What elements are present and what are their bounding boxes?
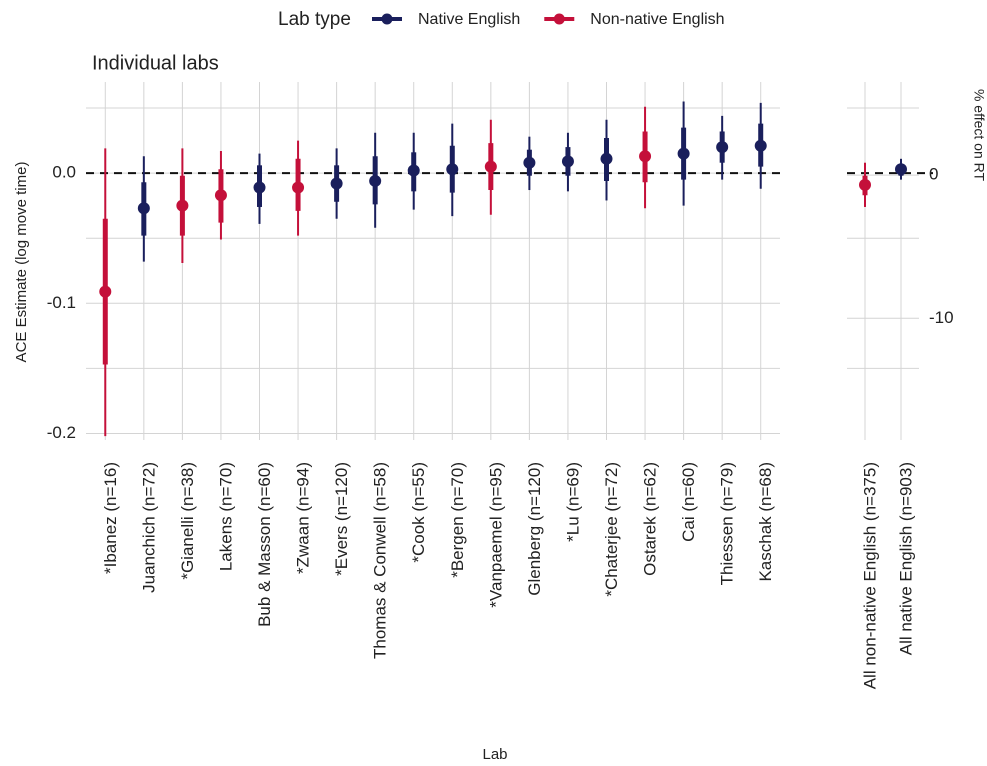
legend-label: Non-native English <box>590 11 724 28</box>
point-estimate <box>600 152 613 165</box>
point-estimate <box>137 202 150 215</box>
y-tick-label: -0.1 <box>47 293 76 312</box>
x-tick-label: All non-native English (n=375) <box>860 462 879 689</box>
x-axis-label: Lab <box>482 746 507 763</box>
y2-tick-label: -10 <box>929 308 954 327</box>
x-tick-label: *Lu (n=69) <box>563 462 582 542</box>
x-tick-label: *Chaterjee (n=72) <box>602 462 621 597</box>
legend-swatch-dot <box>553 13 565 25</box>
x-tick-label: Kaschak (n=68) <box>756 462 775 582</box>
y-tick-label: -0.2 <box>47 423 76 442</box>
x-tick-label: Bub & Masson (n=60) <box>255 462 274 627</box>
point-estimate <box>214 189 227 202</box>
point-estimate <box>754 139 767 152</box>
point-estimate <box>895 163 907 176</box>
x-tick-label: Thiessen (n=79) <box>718 462 737 585</box>
x-tick-label: Glenberg (n=120) <box>525 462 544 596</box>
x-tick-label: Juanchich (n=72) <box>139 462 158 593</box>
x-tick-label: Thomas & Conwell (n=58) <box>371 462 390 659</box>
x-tick-label: *Vanpaemel (n=95) <box>486 462 505 608</box>
x-tick-label: All native English (n=903) <box>896 462 915 655</box>
legend-title: Lab type <box>278 9 351 30</box>
y-axis-label: ACE Estimate (log move time) <box>13 162 30 363</box>
point-estimate <box>253 181 266 194</box>
point-estimate <box>446 163 459 176</box>
y2-axis-label: % effect on RT <box>971 89 987 182</box>
chart-title: Individual labs <box>92 52 219 74</box>
point-estimate <box>677 147 690 160</box>
point-estimate <box>523 156 536 169</box>
point-estimate <box>369 174 382 187</box>
x-tick-label: Lakens (n=70) <box>216 462 235 571</box>
x-tick-label: Cai (n=60) <box>679 462 698 542</box>
y-tick-label: 0.0 <box>52 163 76 182</box>
x-tick-label: *Bergen (n=70) <box>448 462 467 578</box>
point-estimate <box>292 181 305 194</box>
point-estimate <box>99 285 112 298</box>
legend-swatch-dot <box>381 13 393 25</box>
point-estimate <box>407 164 420 177</box>
y2-tick-label: 0 <box>929 165 938 184</box>
point-estimate <box>716 141 729 154</box>
x-tick-label: *Evers (n=120) <box>332 462 351 576</box>
point-estimate <box>639 150 652 163</box>
legend-label: Native English <box>418 11 520 28</box>
x-tick-label: *Cook (n=55) <box>409 462 428 563</box>
point-estimate <box>484 160 497 173</box>
x-tick-label: *Ibanez (n=16) <box>101 462 120 574</box>
point-estimate <box>561 155 574 168</box>
point-estimate <box>330 177 343 190</box>
point-estimate <box>176 199 189 212</box>
x-tick-label: *Gianelli (n=38) <box>178 462 197 580</box>
x-tick-label: Ostarek (n=62) <box>641 462 660 576</box>
x-tick-label: *Zwaan (n=94) <box>294 462 313 574</box>
point-estimate <box>859 178 871 191</box>
